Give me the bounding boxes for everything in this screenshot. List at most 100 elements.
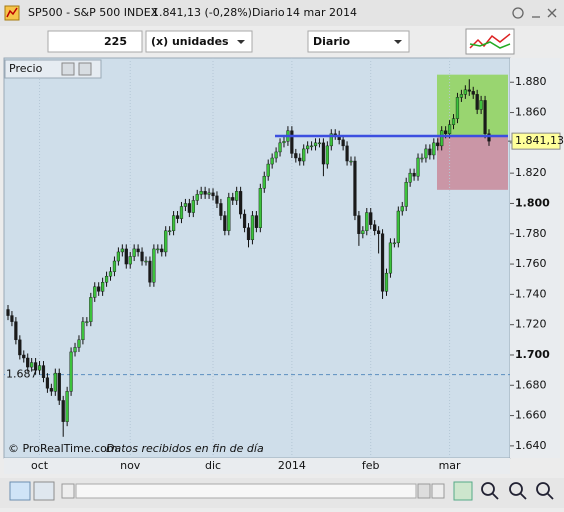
candle-body (144, 260, 148, 263)
candle-body (463, 89, 467, 95)
candle-body (278, 142, 282, 153)
candle-body (37, 365, 42, 371)
price-axis (510, 58, 560, 458)
price-change: 1.841,13 (-0,28%) (152, 6, 252, 19)
zoom-out[interactable] (509, 482, 523, 496)
candle-body (69, 351, 73, 392)
panel-header (4, 59, 102, 79)
zoom-tools (481, 482, 554, 500)
y-tick-label: 1.760 (515, 257, 547, 270)
candle-body (317, 142, 322, 145)
app-icon-line (6, 7, 18, 18)
candle-body (361, 230, 365, 234)
x-tick-label: nov (120, 459, 141, 472)
y-tick-label: 1.820 (515, 166, 547, 179)
candle-body (10, 315, 14, 322)
candle-body (377, 230, 381, 234)
y-tick-label: 1.800 (515, 196, 550, 209)
candle-body (191, 200, 195, 213)
last-price-box (511, 132, 561, 150)
zoom-fit[interactable] (481, 482, 495, 496)
candle-body (408, 172, 412, 183)
candle-body (357, 215, 361, 234)
x-tick-label: 2014 (278, 459, 306, 472)
candle-body (471, 91, 475, 95)
candle-body (396, 210, 400, 244)
help-button[interactable] (512, 7, 524, 19)
quantity-input[interactable] (47, 30, 143, 53)
candle-body (353, 160, 357, 216)
spinner[interactable] (132, 34, 140, 40)
zoom-handle (546, 492, 554, 500)
candle-body (65, 391, 69, 422)
zoom-handle (519, 492, 527, 500)
candle-body (325, 145, 329, 165)
candle-body (298, 157, 302, 162)
style-icon (469, 33, 511, 49)
candle-body (53, 372, 57, 392)
candle-body (61, 400, 65, 422)
candle-body (33, 362, 38, 371)
candle-body (306, 145, 310, 150)
y-tick-label: 1.860 (515, 106, 547, 119)
tool-button[interactable] (33, 481, 55, 501)
candle-body (195, 194, 199, 201)
candle-body (290, 130, 294, 154)
y-tick-label: 1.720 (515, 318, 547, 331)
candle-body (392, 242, 396, 245)
candle-body (432, 142, 436, 156)
candle-body (309, 145, 314, 148)
candle-body (132, 248, 136, 257)
candle-body (97, 286, 101, 292)
dropdown-arrow (394, 40, 402, 44)
quantity: 225 (104, 35, 127, 48)
candle-body (49, 388, 53, 392)
tool-button[interactable] (9, 481, 31, 501)
candle-body (120, 248, 124, 253)
candle-body (455, 97, 460, 119)
candle-body (116, 251, 120, 262)
y-tick-label: 1.880 (515, 75, 547, 88)
candle-body (479, 100, 483, 110)
scroll-left[interactable] (61, 483, 75, 499)
y-tick-label: 1.660 (515, 409, 547, 422)
candle-body (77, 339, 81, 348)
scroll-right[interactable] (431, 483, 445, 499)
candle-body (313, 142, 318, 147)
candle-body (404, 182, 408, 207)
tool-button[interactable] (453, 481, 473, 501)
candle-body (14, 321, 18, 341)
window-buttons (512, 7, 557, 19)
candle-body (384, 272, 389, 292)
x-tick-label: feb (362, 459, 380, 472)
scroll-track[interactable] (75, 483, 417, 499)
candle-body (282, 141, 286, 144)
candle-body (231, 197, 235, 201)
title-bar (0, 0, 564, 26)
scroll-thumb[interactable] (417, 483, 431, 499)
candle-body (321, 142, 326, 165)
candle-body (239, 191, 243, 215)
period-dropdown[interactable] (307, 30, 410, 53)
candle-body (270, 157, 274, 165)
candle-body (424, 148, 428, 159)
candle-body (140, 251, 144, 262)
unit-dropdown[interactable] (145, 30, 253, 53)
candle-body (467, 89, 471, 92)
candle-body (57, 372, 61, 401)
style-icon (469, 41, 511, 49)
candle-body (6, 309, 10, 316)
candle-body (365, 212, 369, 231)
x-tick-label: dic (205, 459, 221, 472)
candle-body (164, 230, 168, 253)
y-tick-label: 1.780 (515, 227, 547, 240)
candle-body (475, 94, 479, 110)
panel-button[interactable] (61, 62, 75, 76)
panel-button[interactable] (78, 62, 92, 76)
candle-body (369, 212, 373, 225)
y-tick-label: 1.700 (515, 348, 550, 361)
zoom-in[interactable] (536, 482, 550, 496)
dropdown-arrow (237, 40, 245, 44)
candle-body (89, 297, 93, 322)
